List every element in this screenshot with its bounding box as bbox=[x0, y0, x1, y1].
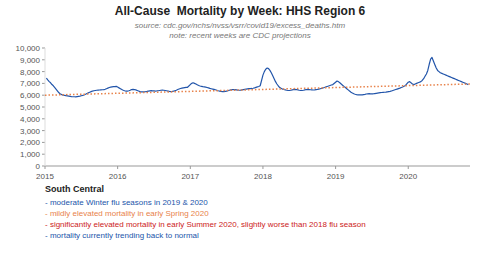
y-tick-label: 7,000 bbox=[20, 79, 41, 88]
y-tick-label: 9,000 bbox=[20, 56, 41, 65]
chart: All-Cause Mortality by Week: HHS Region … bbox=[0, 0, 480, 268]
x-tick-label: 2016 bbox=[109, 172, 127, 181]
y-tick-label: 4,000 bbox=[20, 115, 41, 124]
x-tick-label: 2020 bbox=[399, 172, 417, 181]
y-tick-label: 0 bbox=[36, 162, 41, 171]
annotation: - mortality currently trending back to n… bbox=[45, 231, 199, 240]
plot-area bbox=[45, 57, 470, 96]
y-tick-label: 1,000 bbox=[20, 150, 41, 159]
annotation: - significantly elevated mortality in ea… bbox=[45, 220, 366, 229]
x-tick-label: 2017 bbox=[181, 172, 199, 181]
annotations: South Central - moderate Winter flu seaso… bbox=[45, 184, 366, 240]
x-tick-label: 2015 bbox=[36, 172, 54, 181]
annotation: - mildly elevated mortality in early Spr… bbox=[45, 209, 209, 218]
trend-line bbox=[45, 84, 470, 95]
x-axis-line bbox=[45, 166, 470, 167]
subtitle: note: recent weeks are CDC projections bbox=[169, 31, 310, 40]
y-tick-label: 8,000 bbox=[20, 68, 41, 77]
y-tick-label: 5,000 bbox=[20, 103, 41, 112]
axes: 0 1,000 2,000 3,000 4,000 5,000 6,000 7,000 8,00… bbox=[16, 44, 470, 181]
subtitle: source: cdc.gov/nchs/nvss/vsrr/covid19/e… bbox=[135, 21, 346, 30]
x-tick-label: 2018 bbox=[254, 172, 272, 181]
annotation-title: South Central bbox=[45, 184, 104, 194]
y-tick-label: 10,000 bbox=[16, 44, 41, 53]
annotation: - moderate Winter flu seasons in 2019 & … bbox=[45, 198, 208, 207]
data-line bbox=[46, 57, 468, 96]
y-tick-label: 6,000 bbox=[20, 91, 41, 100]
y-tick-label: 2,000 bbox=[20, 138, 41, 147]
x-tick-label: 2019 bbox=[327, 172, 345, 181]
y-axis-line bbox=[45, 48, 46, 166]
title: All-Cause Mortality by Week: HHS Region … bbox=[115, 4, 366, 18]
y-tick-label: 3,000 bbox=[20, 127, 41, 136]
